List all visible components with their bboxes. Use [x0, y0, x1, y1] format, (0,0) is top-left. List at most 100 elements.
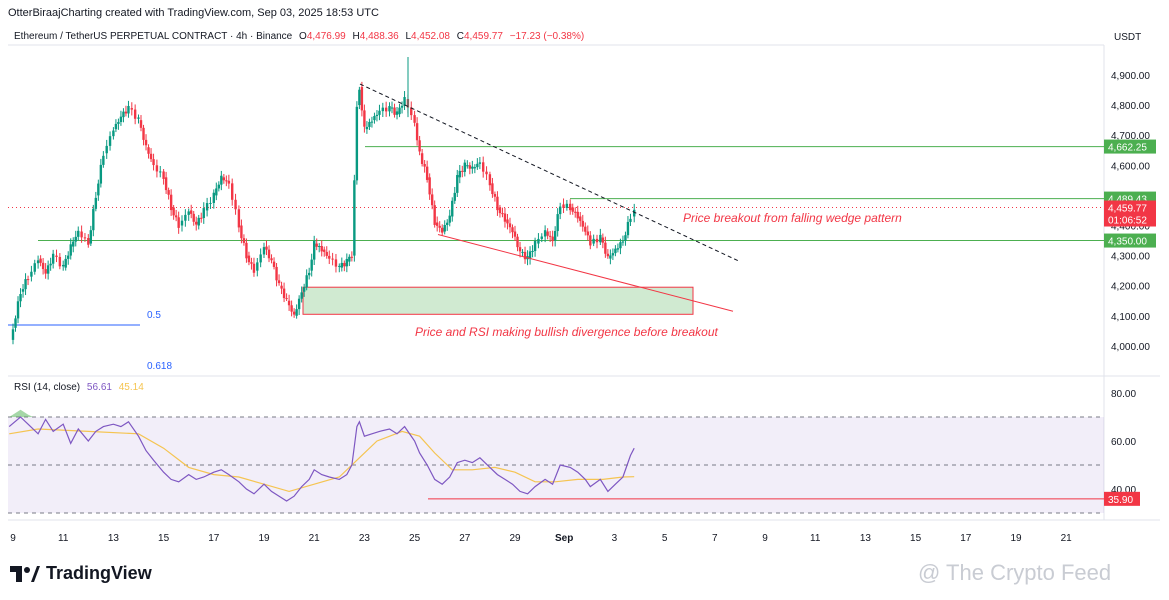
close-value: 4,459.77 [464, 31, 503, 42]
candle-body [270, 258, 273, 261]
rsi-title: RSI (14, close) [14, 382, 81, 393]
candle-body [569, 203, 572, 211]
candle-body [611, 253, 615, 256]
candle-body [496, 196, 499, 211]
candle-body [609, 255, 612, 259]
candle-body [282, 288, 286, 299]
candle-body [108, 136, 112, 146]
candle-body [513, 231, 517, 237]
candle-body [259, 254, 262, 263]
time-tick-label: 13 [860, 533, 872, 544]
attribution-text: OtterBiraajCharting created with Trading… [8, 7, 379, 19]
candle-body [425, 166, 429, 180]
candle-body [105, 145, 108, 154]
candle-body [415, 123, 419, 141]
candle-body [300, 292, 303, 299]
candle-body [378, 110, 381, 115]
candle-body [325, 251, 328, 256]
candle-body [443, 224, 446, 232]
price-tick-label: 4,700.00 [1111, 131, 1150, 142]
candle-body [114, 123, 118, 130]
candle-body [328, 255, 331, 259]
price-tick-label: 4,000.00 [1111, 342, 1150, 353]
candle-body [144, 139, 148, 146]
candle-body [433, 205, 436, 225]
candle-body [471, 166, 474, 169]
open-label: O [299, 31, 307, 42]
candle-body [94, 197, 98, 209]
candle-body [44, 269, 47, 274]
watermark-text: @ The Crypto Feed [918, 560, 1112, 585]
currency-label: USDT [1114, 32, 1142, 43]
candle-body [267, 249, 271, 259]
candle-body [187, 211, 190, 215]
candle-body [456, 175, 459, 193]
time-tick-label: 9 [10, 533, 16, 544]
candle-body [234, 199, 237, 210]
candle-body [581, 220, 584, 227]
candle-body [441, 227, 444, 233]
candle-body [21, 289, 25, 292]
candle-body [482, 162, 485, 172]
candle-body [119, 116, 123, 123]
candle-body [633, 209, 636, 217]
candle-body [152, 159, 155, 166]
time-tick-label: 17 [208, 533, 220, 544]
candle-body [586, 231, 589, 236]
candle-body [89, 230, 93, 244]
candle-body [448, 215, 451, 223]
time-tick-label: 13 [108, 533, 120, 544]
price-tick-label: 4,300.00 [1111, 252, 1150, 263]
time-tick-label: 29 [509, 533, 521, 544]
candle-body [331, 258, 334, 260]
candle-body [275, 266, 278, 281]
candle-body [446, 222, 449, 225]
candle-body [340, 262, 344, 268]
price-tick-label: 4,200.00 [1111, 282, 1150, 293]
candle-body [355, 106, 359, 181]
candle-body [621, 241, 625, 243]
candle-body [540, 236, 543, 239]
time-tick-label: 3 [612, 533, 618, 544]
time-tick-label: 11 [810, 533, 821, 544]
time-tick-label: 15 [158, 533, 170, 544]
candle-body [548, 235, 552, 237]
candle-body [323, 249, 326, 252]
candle-body [74, 236, 77, 242]
rsi-tick-label: 40.00 [1111, 485, 1136, 496]
candle-body [87, 238, 90, 245]
candle-body [240, 225, 243, 239]
candle-body [49, 263, 52, 266]
candle-body [14, 318, 17, 328]
candle-body [142, 127, 145, 140]
candle-body [338, 265, 341, 267]
candle-body [195, 221, 198, 225]
candle-body [571, 207, 574, 212]
candle-body [395, 111, 399, 115]
candle-body [41, 262, 45, 270]
level-tag [1104, 139, 1156, 154]
candle-body [358, 89, 361, 106]
candle-body [418, 140, 421, 152]
candle-body [556, 214, 559, 232]
price-tick-label: 4,800.00 [1111, 101, 1150, 112]
rsi-value: 56.61 [86, 382, 112, 393]
tradingview-logo[interactable]: TradingView [10, 563, 152, 584]
candle-body [521, 251, 524, 253]
rsi-tick-label: 80.00 [1111, 389, 1136, 400]
candle-body [277, 280, 281, 284]
candle-body [629, 218, 632, 222]
symbol-title: Ethereum / TetherUS PERPETUAL CONTRACT ·… [14, 31, 293, 42]
candle-body [139, 120, 143, 128]
candle-body [381, 107, 385, 112]
candle-body [51, 253, 55, 264]
candle-body [604, 242, 607, 254]
candle-body [478, 162, 482, 164]
candle-body [265, 246, 268, 250]
candle-body [19, 294, 22, 302]
candle-body [476, 163, 479, 168]
level-tag-label: 4,662.25 [1108, 143, 1147, 154]
candle-body [130, 108, 134, 110]
candle-body [558, 206, 562, 215]
